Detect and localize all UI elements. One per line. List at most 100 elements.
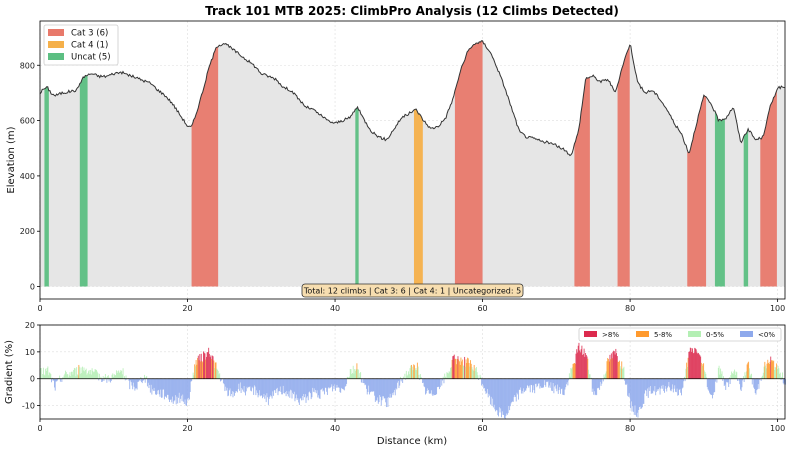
gradient-bar-295 — [257, 378, 259, 398]
gradient-bar-756 — [597, 378, 599, 389]
gradient-bar-278 — [245, 378, 246, 396]
gradient-legend-swatch-descent — [740, 331, 753, 337]
gradient-bar-750 — [593, 378, 595, 395]
gradient-bar-413 — [344, 378, 346, 387]
gradient-bar-638 — [510, 378, 512, 404]
gradient-bar-412 — [343, 378, 345, 391]
gradient-bar-724 — [574, 363, 575, 379]
gradient-bar-313 — [270, 378, 272, 397]
gradient-bar-265 — [235, 378, 237, 392]
gradient-bar-521 — [424, 378, 426, 388]
gradient-bar-172 — [166, 378, 168, 395]
gradient-bar-538 — [436, 378, 438, 388]
gradient-bar-181 — [173, 378, 175, 402]
gradient-bar-787 — [620, 368, 622, 379]
gradient-bar-848 — [665, 378, 667, 389]
gradient-bar-346 — [295, 378, 297, 399]
elevation-x-tick-label: 40 — [330, 304, 340, 313]
gradient-bar-488 — [399, 376, 401, 379]
gradient-bar-375 — [316, 378, 318, 391]
gradient-bar-783 — [617, 361, 619, 379]
gradient-bar-854 — [669, 378, 671, 391]
gradient-bar-670 — [534, 378, 536, 394]
gradient-bar-379 — [319, 378, 321, 399]
gradient-bar-852 — [668, 378, 670, 382]
gradient-bar-386 — [324, 378, 326, 388]
gradient-bar-508 — [414, 369, 416, 379]
climb-segment-12 — [760, 89, 777, 287]
gradient-bar-395 — [331, 378, 333, 385]
gradient-bar-388 — [326, 378, 328, 392]
gradient-bar-357 — [303, 378, 305, 394]
gradient-bar-487 — [399, 378, 401, 386]
gradient-bar-325 — [279, 378, 281, 387]
gradient-bar-633 — [506, 378, 508, 415]
gradient-bar-473 — [388, 378, 390, 398]
gradient-bar-274 — [242, 378, 244, 390]
gradient-bar-1004 — [780, 378, 782, 380]
gradient-bar-590 — [475, 368, 477, 379]
gradient-bar-237 — [214, 362, 216, 379]
gradient-bar-643 — [514, 378, 516, 396]
gradient-bar-948 — [739, 378, 741, 385]
gradient-bar-366 — [309, 378, 311, 394]
gradient-bar-706 — [560, 378, 562, 390]
gradient-bar-626 — [501, 378, 503, 412]
gradient-bar-18 — [53, 378, 55, 381]
gradient-bar-829 — [651, 378, 653, 393]
gradient-bar-905 — [707, 378, 709, 390]
gradient-bar-994 — [773, 360, 775, 379]
gradient-bar-627 — [502, 378, 504, 415]
elevation-x-tick-label: 100 — [770, 304, 785, 313]
gradient-bar-131 — [136, 378, 138, 390]
gradient-bar-468 — [385, 378, 387, 403]
gradient-bar-637 — [509, 378, 511, 407]
gradient-bar-374 — [315, 378, 317, 394]
gradient-bar-996 — [774, 366, 776, 379]
gradient-bar-530 — [430, 378, 432, 391]
gradient-bar-899 — [703, 363, 705, 379]
gradient-bar-651 — [520, 378, 522, 388]
gradient-bar-867 — [679, 378, 681, 389]
gradient-bar-741 — [586, 356, 588, 379]
gradient-bar-78 — [97, 373, 99, 379]
gradient-legend-swatch-moderate — [636, 331, 649, 337]
gradient-bar-232 — [211, 358, 213, 379]
gradient-bar-24 — [57, 378, 59, 379]
gradient-bar-779 — [614, 354, 616, 379]
gradient-bar-658 — [525, 378, 527, 391]
gradient-bar-929 — [725, 378, 727, 390]
gradient-bar-301 — [262, 378, 263, 399]
gradient-bar-76 — [96, 370, 97, 379]
legend-swatch-cat4 — [48, 41, 64, 48]
gradient-bar-810 — [637, 378, 639, 418]
gradient-bar-609 — [489, 378, 491, 396]
gradient-bar-960 — [748, 361, 750, 379]
gradient-bar-717 — [568, 373, 570, 379]
gradient-bar-304 — [264, 378, 266, 399]
gradient-bar-1005 — [781, 376, 783, 379]
gradient-bar-319 — [275, 378, 277, 393]
gradient-bar-964 — [751, 373, 753, 379]
gradient-bar-559 — [452, 356, 454, 379]
gradient-bar-684 — [544, 378, 546, 386]
elevation-area — [40, 40, 785, 287]
gradient-bar-116 — [125, 375, 127, 379]
gradient-bar-36 — [66, 374, 68, 379]
gradient-bar-701 — [557, 378, 559, 385]
gradient-bar-80 — [99, 373, 100, 379]
gradient-bar-299 — [260, 378, 262, 396]
gradient-bar-940 — [733, 371, 735, 379]
gradient-bar-926 — [723, 376, 724, 379]
gradient-bar-608 — [488, 378, 490, 394]
gradient-bar-401 — [335, 378, 337, 388]
gradient-bar-600 — [482, 378, 484, 386]
gradient-bar-545 — [442, 378, 443, 381]
gradient-bar-400 — [335, 378, 336, 391]
gradient-bar-896 — [700, 362, 702, 379]
gradient-bar-340 — [290, 378, 292, 391]
gradient-bar-14 — [50, 374, 52, 379]
gradient-bar-730 — [578, 342, 580, 379]
gradient-bar-978 — [761, 376, 763, 379]
gradient-bar-475 — [390, 378, 392, 398]
